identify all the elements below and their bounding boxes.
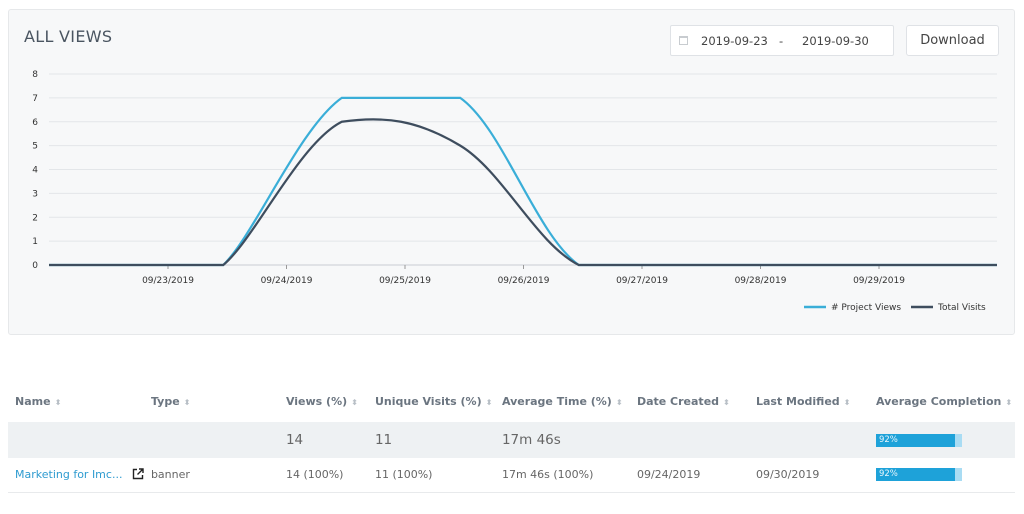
table-header-row: Name ⬍ Type ⬍ Views (%) ⬍ Unique Visits (%) ⬍ Av…: [8, 380, 1015, 422]
column-header-views[interactable]: Views (%) ⬍: [279, 380, 368, 422]
download-button[interactable]: Download: [906, 25, 999, 56]
sort-icon[interactable]: ⬍: [54, 397, 62, 407]
sort-icon[interactable]: ⬍: [615, 397, 623, 407]
completion-bar: 92%: [875, 433, 962, 447]
summary-average-time: 17m 46s: [494, 422, 630, 458]
y-tick-label: 3: [32, 189, 38, 199]
column-header-last-modified[interactable]: Last Modified ⬍: [749, 380, 869, 422]
column-header-label: Last Modified: [755, 394, 840, 408]
sort-icon[interactable]: ⬍: [183, 397, 191, 407]
row-completion: 92%: [868, 458, 1015, 493]
series-line: [48, 118, 997, 267]
x-tick-label: 09/28/2019: [735, 276, 787, 286]
row-average-time: 17m 46s (100%): [494, 458, 630, 493]
chart-title: ALL VIEWS: [24, 27, 113, 46]
chart-grid: [49, 73, 997, 266]
y-tick-label: 5: [32, 142, 38, 152]
row-date-created: 09/24/2019: [629, 458, 749, 493]
column-header-date-created[interactable]: Date Created ⬍: [630, 380, 749, 422]
y-tick-label: 2: [32, 213, 38, 223]
external-link-icon[interactable]: [132, 468, 144, 480]
column-header-average-completion[interactable]: Average Completion ⬍: [869, 380, 1015, 422]
date-separator: -: [779, 34, 784, 48]
column-header-label: Average Completion: [875, 394, 1002, 408]
completion-bar-fill: [875, 468, 956, 482]
column-header-label: Average Time (%): [501, 394, 612, 408]
column-header-label: Views (%): [285, 394, 348, 408]
stats-table: Name ⬍ Type ⬍ Views (%) ⬍ Unique Visits (%) ⬍ Av…: [8, 380, 1015, 493]
y-axis-ticks: 0 1 2 3 4 5 6 7 8: [32, 70, 38, 271]
sort-icon[interactable]: ⬍: [351, 397, 358, 407]
y-tick-label: 4: [32, 166, 38, 176]
views-line-chart: 0 1 2 3 4 5 6 7 8 09/23/2019 09/24/2019 09/25/2019…: [32, 70, 997, 313]
column-header-label: Date Created: [636, 394, 720, 408]
legend-label: # Project Views: [831, 303, 901, 313]
x-tick-label: 09/25/2019: [379, 276, 431, 286]
x-tick-label: 09/23/2019: [142, 276, 194, 286]
column-header-label: Name: [15, 394, 51, 408]
x-tick-label: 09/26/2019: [498, 276, 550, 286]
column-header-type[interactable]: Type ⬍: [144, 380, 279, 422]
y-tick-label: 1: [32, 237, 38, 247]
row-name-cell: Marketing for Imc...: [8, 458, 144, 493]
summary-date-created: [629, 422, 749, 458]
chart-series: [48, 96, 997, 267]
column-header-average-time[interactable]: Average Time (%) ⬍: [495, 380, 630, 422]
date-range-picker[interactable]: 2019-09-23 - 2019-09-30: [670, 25, 894, 56]
sort-icon[interactable]: ⬍: [723, 397, 730, 407]
legend-label: Total Visits: [937, 303, 986, 313]
completion-percent: 92%: [878, 434, 898, 445]
summary-unique-visits: 11: [367, 422, 495, 458]
y-tick-label: 0: [32, 261, 38, 271]
date-to-input[interactable]: 2019-09-30: [802, 34, 869, 48]
completion-bar-fill: [875, 433, 956, 447]
summary-views: 14: [278, 422, 368, 458]
row-views: 14 (100%): [278, 458, 368, 493]
completion-bar: 92%: [875, 468, 962, 482]
row-type: banner: [143, 458, 279, 493]
sort-icon[interactable]: ⬍: [485, 397, 493, 407]
summary-row: 14 11 17m 46s 92%: [8, 422, 1015, 458]
series-line: [48, 96, 997, 267]
chart-panel: ALL VIEWS 2019-09-23 - 2019-09-30 Downlo…: [8, 9, 1015, 335]
column-header-label: Unique Visits (%): [374, 394, 482, 408]
summary-type: [143, 422, 279, 458]
y-tick-label: 7: [32, 94, 38, 104]
summary-completion: 92%: [868, 422, 1015, 458]
y-tick-label: 8: [32, 70, 38, 80]
project-link[interactable]: Marketing for Imc...: [15, 468, 123, 482]
x-tick-label: 09/24/2019: [261, 276, 313, 286]
x-tick-label: 09/27/2019: [616, 276, 668, 286]
sort-icon[interactable]: ⬍: [843, 397, 851, 407]
y-tick-label: 6: [32, 118, 38, 128]
column-header-unique-visits[interactable]: Unique Visits (%) ⬍: [368, 380, 495, 422]
row-unique-visits: 11 (100%): [367, 458, 495, 493]
sort-icon[interactable]: ⬍: [1005, 397, 1013, 407]
date-from-input[interactable]: 2019-09-23: [701, 34, 768, 48]
table-row[interactable]: Marketing for Imc... banner 14 (100%) 11…: [8, 458, 1015, 493]
calendar-icon: [679, 36, 688, 45]
column-header-name[interactable]: Name ⬍: [8, 380, 144, 422]
completion-percent: 92%: [878, 469, 898, 480]
column-header-label: Type: [150, 394, 180, 408]
chart-legend: # Project Views Total Visits: [804, 303, 986, 313]
summary-name: [8, 422, 144, 458]
row-last-modified: 09/30/2019: [748, 458, 869, 493]
summary-last-modified: [748, 422, 869, 458]
x-tick-label: 09/29/2019: [853, 276, 905, 286]
x-axis-ticks: 09/23/2019 09/24/2019 09/25/2019 09/26/2019…: [142, 265, 905, 286]
